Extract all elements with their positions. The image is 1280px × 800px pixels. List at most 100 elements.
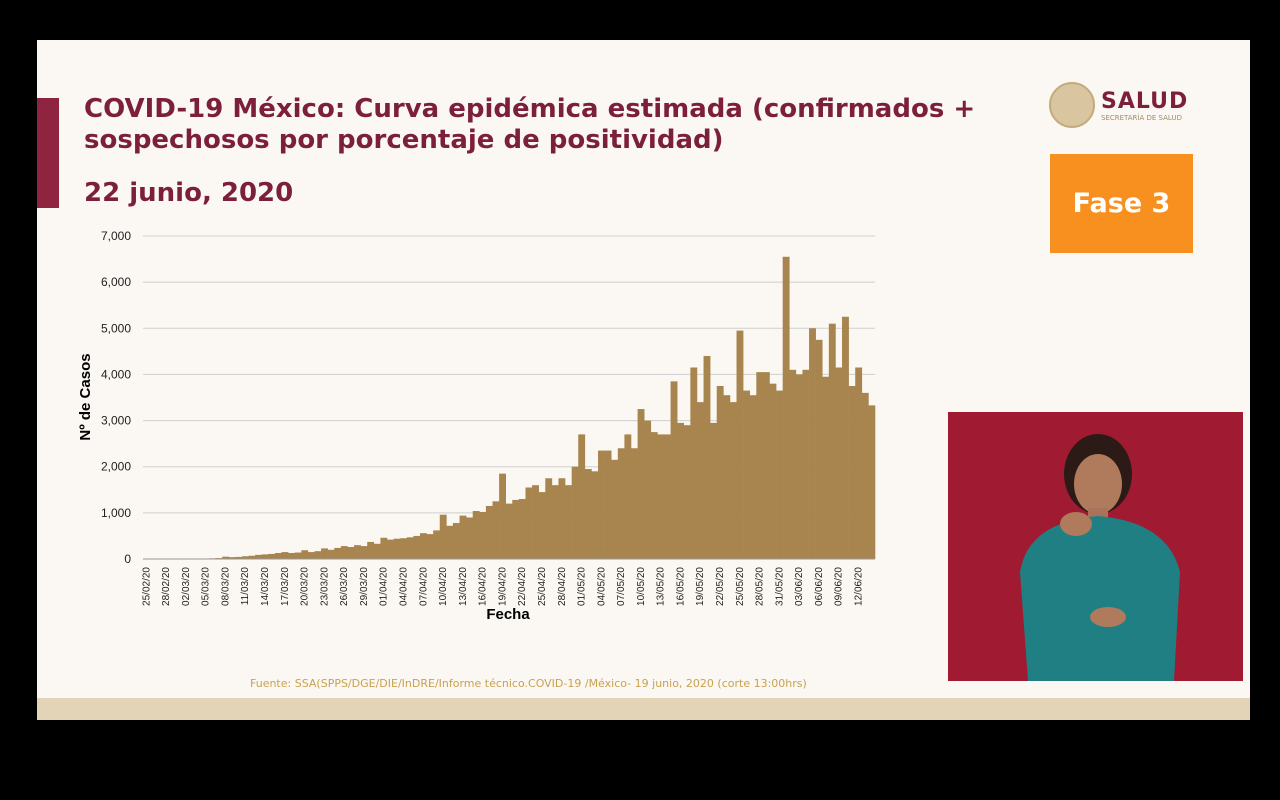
bar [387,539,394,559]
x-tick-label: 25/02/20 [141,567,152,606]
bar [545,478,553,559]
bar [288,553,295,559]
bar [373,543,381,559]
x-tick-label: 13/04/20 [458,567,469,606]
bar [690,367,698,559]
x-tick-label: 28/04/20 [557,567,568,606]
bar [367,541,375,559]
bar [868,405,876,559]
bar [281,552,289,559]
bar [795,374,803,559]
x-tick-label: 01/04/20 [379,567,390,606]
x-tick-label: 11/03/20 [240,567,251,606]
x-tick-label: 14/03/20 [260,567,271,606]
bar [261,554,269,559]
bar [354,545,361,559]
bar [327,549,335,559]
bar [400,538,408,559]
x-tick-label: 10/04/20 [438,567,449,606]
bar [565,485,572,559]
bar [340,546,348,559]
bar [756,372,764,559]
bar [736,330,744,559]
x-tick-label: 16/04/20 [478,567,489,606]
logo-text: SALUD SECRETARÍA DE SALUD [1101,89,1188,122]
bar [782,256,790,559]
bar [512,499,520,559]
bar [584,469,592,559]
bar [505,503,513,559]
bar [670,381,678,559]
bar [538,492,546,559]
bar [571,466,579,559]
bar [551,485,559,559]
bar [631,448,638,559]
bar [776,390,783,559]
x-tick-label: 01/05/20 [577,567,588,606]
footer-band [37,698,1250,720]
hand [1060,512,1092,536]
x-tick-label: 12/06/20 [854,567,865,606]
y-tick-label: 7,000 [101,229,131,243]
bar [334,547,342,559]
bar [683,425,691,559]
x-tick-label: 25/05/20 [735,567,746,606]
bar [268,553,276,559]
bar [650,432,658,559]
x-tick-label: 02/03/20 [181,567,192,606]
bar [677,422,685,559]
bar [301,550,309,559]
bar [861,392,869,559]
x-tick-label: 17/03/20 [280,567,291,606]
y-tick-label: 4,000 [101,367,131,381]
y-tick-label: 3,000 [101,414,131,428]
x-tick-label: 08/03/20 [220,567,231,606]
x-tick-label: 19/04/20 [497,567,508,606]
bar [314,551,322,559]
bar [789,369,797,559]
bar [604,450,612,559]
x-tick-label: 25/04/20 [537,567,548,606]
x-tick-label: 03/06/20 [794,567,805,606]
bar [624,434,632,559]
bar [446,525,454,559]
bar [518,499,526,559]
bar [716,385,724,559]
bar [228,557,236,559]
bar [222,556,230,559]
accent-bar [37,98,59,208]
bar [611,459,619,559]
x-tick-label: 04/04/20 [398,567,409,606]
bar [842,316,849,559]
bar [492,501,500,559]
logo-seal [1049,82,1095,128]
x-tick-label: 13/05/20 [656,567,667,606]
bar [525,487,533,559]
x-tick-label: 09/06/20 [834,567,845,606]
x-tick-label: 31/05/20 [774,567,785,606]
bar [769,383,777,559]
x-tick-label: 07/04/20 [418,567,429,606]
x-tick-label: 19/05/20 [695,567,706,606]
bar [762,372,770,559]
bar [347,547,355,559]
bar [802,369,810,559]
bar [696,402,704,559]
x-tick-label: 05/03/20 [201,567,212,606]
bar [749,395,757,559]
logo-subtitle: SECRETARÍA DE SALUD [1101,113,1182,122]
phase-badge: Fase 3 [1050,154,1193,253]
bar [710,422,718,559]
source-note: Fuente: SSA(SPPS/DGE/DIE/InDRE/Informe t… [250,677,807,690]
face [1074,454,1122,514]
bar [433,530,441,559]
slide: COVID-19 México: Curva epidémica estimad… [37,40,1250,720]
slide-date: 22 junio, 2020 [84,178,294,208]
bar [617,448,625,559]
bar [855,367,863,559]
x-tick-label: 23/03/20 [319,567,330,606]
bar [479,511,487,559]
bar [723,395,731,559]
bar [835,367,843,559]
